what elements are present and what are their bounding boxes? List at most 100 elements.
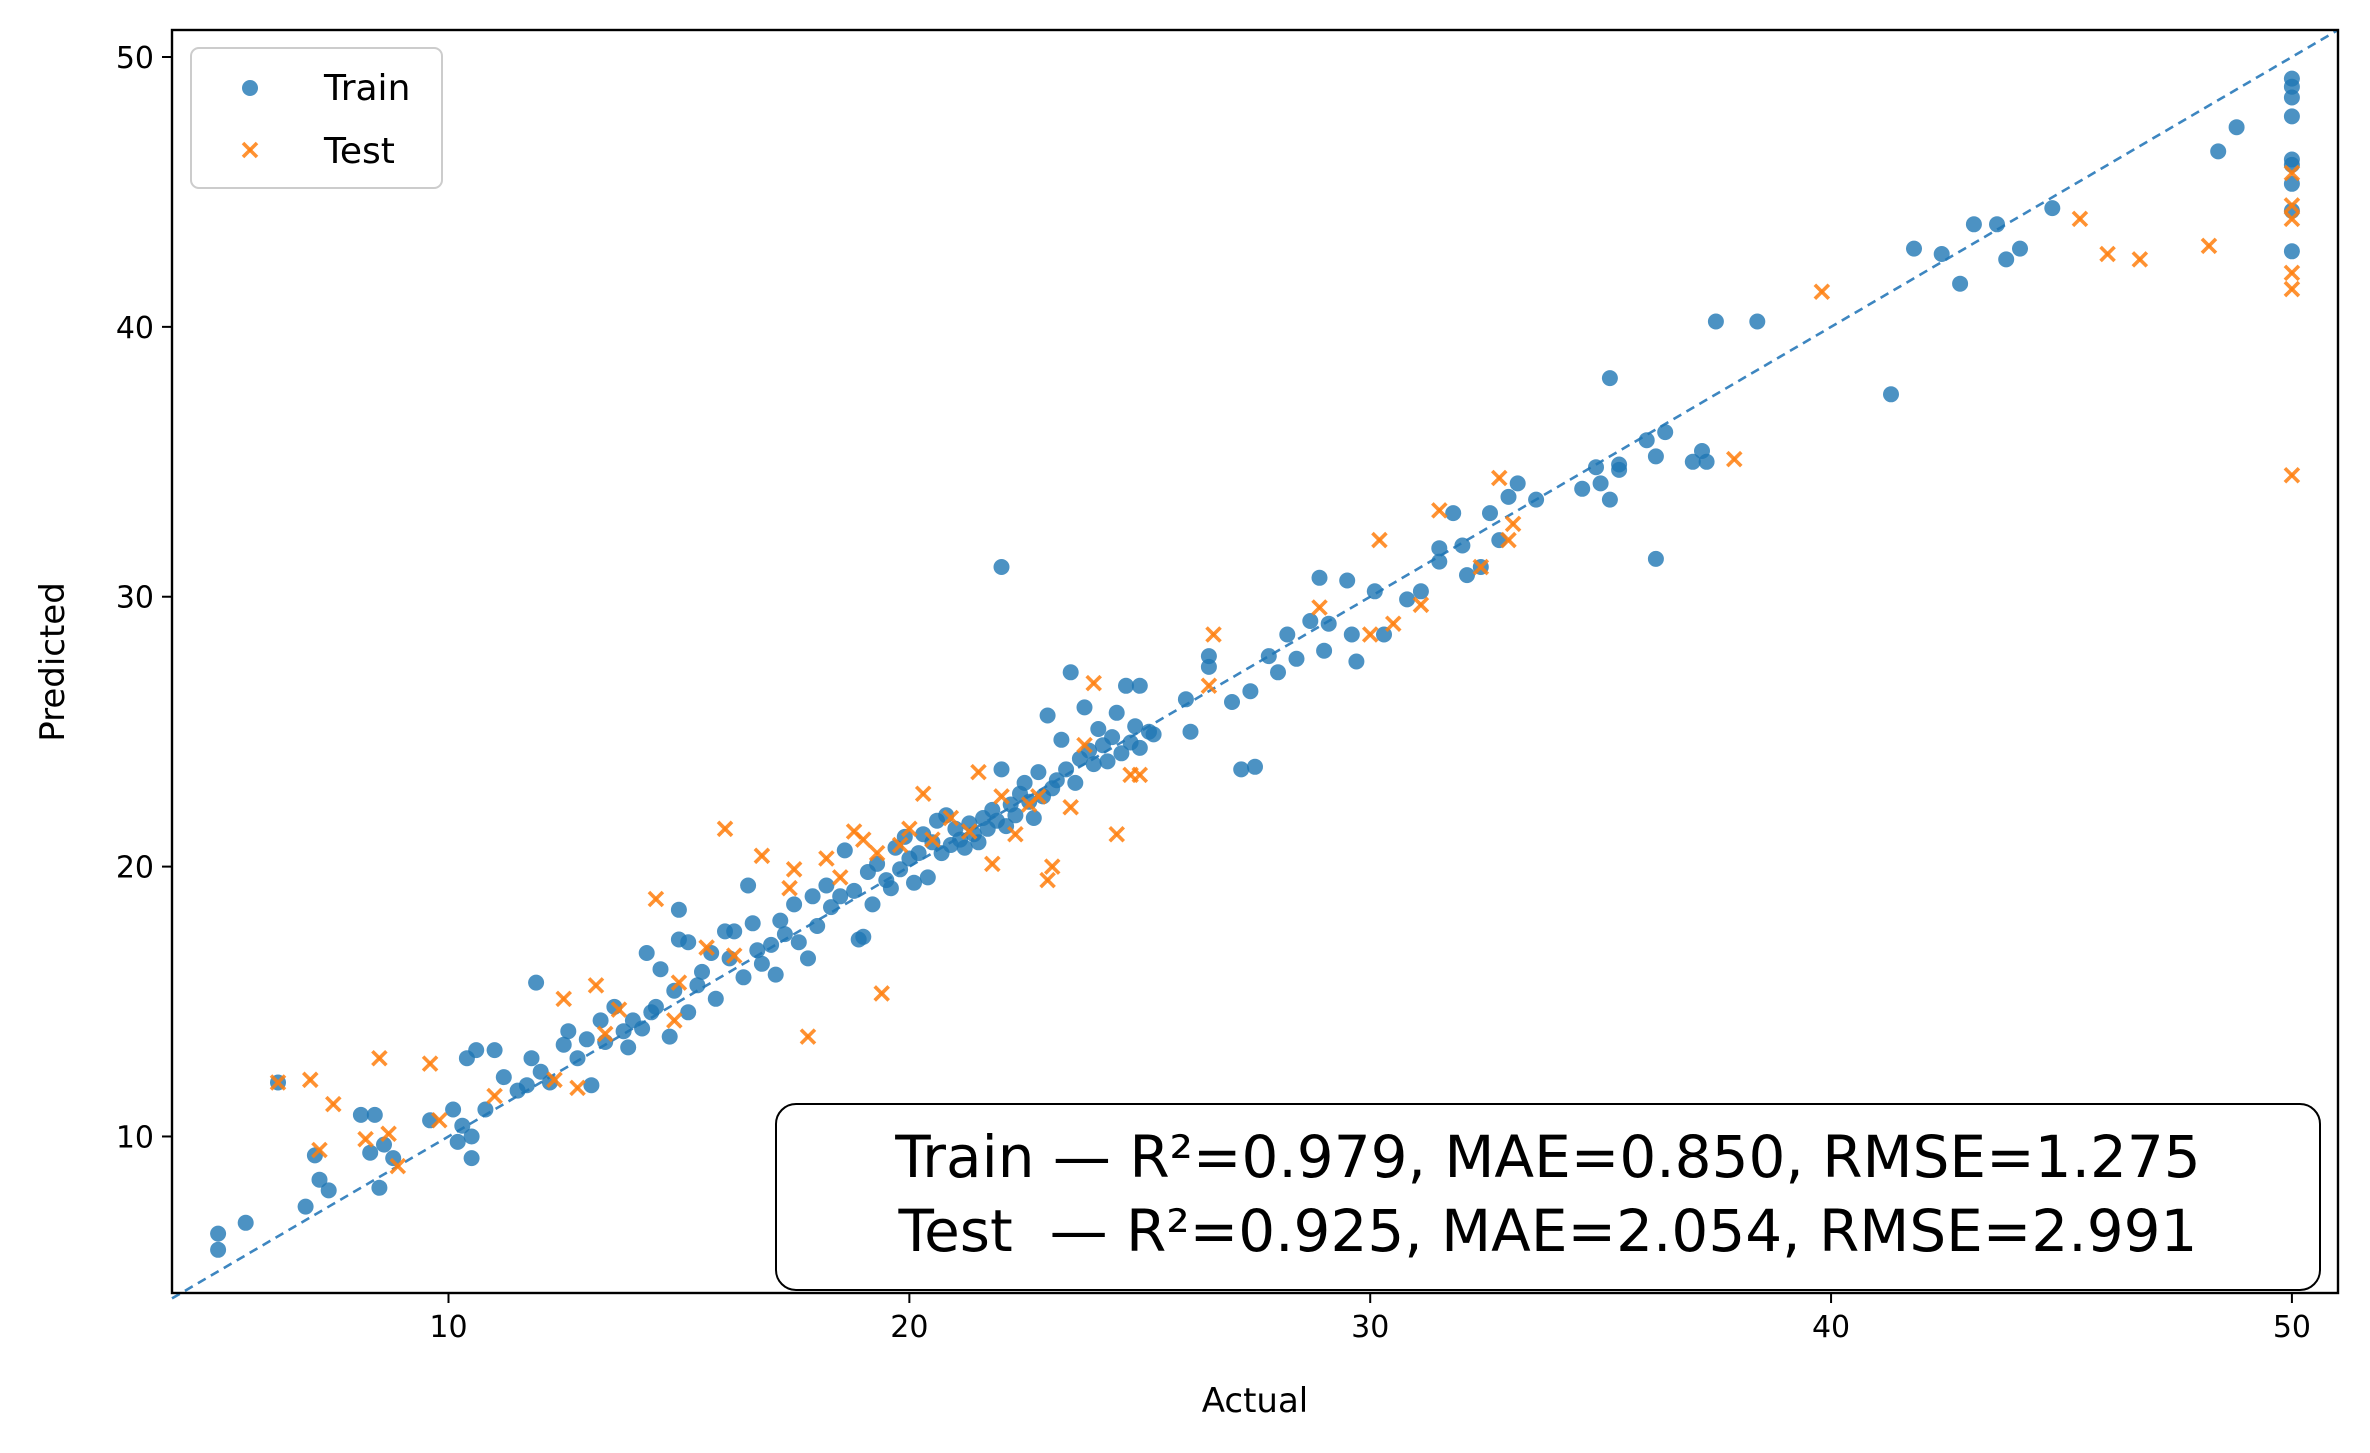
train-point	[1053, 731, 1070, 748]
test-point	[818, 850, 835, 867]
train-point	[1348, 653, 1365, 670]
train-point	[1320, 615, 1337, 632]
train-point	[454, 1117, 471, 1134]
test-point	[993, 788, 1010, 805]
x-axis-label: Actual	[1202, 1381, 1309, 1421]
train-point	[1090, 721, 1107, 737]
test-point	[1108, 825, 1126, 843]
train-point	[652, 961, 669, 978]
train-point	[1998, 251, 2015, 268]
train-point	[1684, 453, 1701, 470]
train-point	[1200, 648, 1217, 665]
train-point	[1366, 583, 1383, 600]
train-point	[1989, 216, 2005, 233]
x-tick-label: 30	[1351, 1310, 1389, 1345]
test-point	[2283, 197, 2301, 214]
train-point	[956, 839, 973, 856]
train-point	[1952, 275, 1969, 292]
train-point	[463, 1150, 480, 1167]
train-point	[749, 942, 766, 959]
metrics-annotation: Train — R²=0.979, MAE=0.850, RMSE=1.275 …	[775, 1103, 2321, 1291]
train-point	[1611, 461, 1628, 478]
train-point	[528, 974, 545, 991]
train-point	[1048, 772, 1065, 789]
train-point	[855, 928, 872, 945]
train-point	[638, 945, 655, 961]
train-point	[689, 977, 706, 994]
train-point	[772, 912, 789, 929]
train-point	[366, 1106, 383, 1123]
test-point	[311, 1141, 328, 1159]
test-point	[1085, 674, 1102, 692]
train-point	[1601, 491, 1618, 508]
train-point	[2012, 240, 2028, 257]
train-point	[1247, 758, 1263, 775]
train-point	[445, 1101, 462, 1118]
train-point	[1131, 677, 1148, 694]
train-point	[592, 1012, 609, 1029]
train-point	[2283, 108, 2300, 125]
legend: Train Test	[190, 47, 443, 189]
train-point	[1339, 572, 1356, 589]
test-point	[2099, 245, 2116, 263]
train-point	[1445, 505, 1462, 522]
test-point	[1813, 283, 1831, 301]
test-point	[1311, 599, 1328, 616]
train-point	[919, 869, 936, 886]
train-point	[1270, 664, 1286, 681]
train-point	[1279, 626, 1296, 643]
test-point	[596, 1025, 614, 1043]
train-point	[2044, 200, 2061, 217]
train-point	[809, 918, 826, 934]
test-point	[891, 836, 909, 854]
train-point	[371, 1179, 388, 1196]
test-point	[2071, 210, 2089, 228]
test-point	[1504, 515, 1522, 533]
train-point	[2283, 175, 2300, 192]
test-point	[942, 809, 960, 827]
train-point	[210, 1225, 227, 1242]
x-tick-label: 10	[429, 1310, 467, 1345]
test-point	[901, 820, 918, 838]
test-point	[1007, 825, 1024, 843]
test-point	[1043, 858, 1061, 875]
train-point	[1145, 726, 1162, 743]
train-point	[836, 842, 853, 859]
train-point	[670, 901, 687, 918]
train-point	[1108, 704, 1125, 721]
train-point	[495, 1069, 512, 1086]
train-point	[1302, 613, 1319, 629]
test-point	[647, 890, 665, 908]
test-point	[960, 823, 978, 840]
test-point	[421, 1055, 439, 1072]
test-point	[325, 1095, 342, 1113]
train-point	[1021, 793, 1038, 810]
train-point	[2283, 89, 2300, 106]
train-point	[1906, 240, 1922, 257]
train-point	[1459, 567, 1475, 584]
train-point	[735, 969, 752, 986]
train-point	[1260, 648, 1277, 665]
test-point	[380, 1125, 397, 1143]
train-point	[707, 990, 724, 1007]
train-point	[1933, 246, 1950, 262]
test-point	[799, 1028, 817, 1045]
test-point	[555, 990, 572, 1008]
test-point	[1472, 558, 1490, 576]
train-point	[1099, 753, 1116, 770]
train-point	[1647, 550, 1664, 567]
test-point	[716, 820, 734, 838]
train-point	[518, 1077, 535, 1094]
train-point	[1707, 313, 1724, 330]
train-point	[823, 899, 839, 916]
x-tick-label: 40	[1812, 1310, 1850, 1345]
test-point	[569, 1079, 586, 1097]
x-tick-label: 20	[890, 1310, 928, 1345]
train-point	[661, 1028, 678, 1045]
train-point	[569, 1050, 586, 1067]
train-point	[1454, 537, 1471, 554]
legend-train-marker	[242, 80, 258, 96]
train-point	[2228, 119, 2245, 136]
train-point	[1412, 583, 1429, 600]
train-point	[1076, 699, 1093, 716]
